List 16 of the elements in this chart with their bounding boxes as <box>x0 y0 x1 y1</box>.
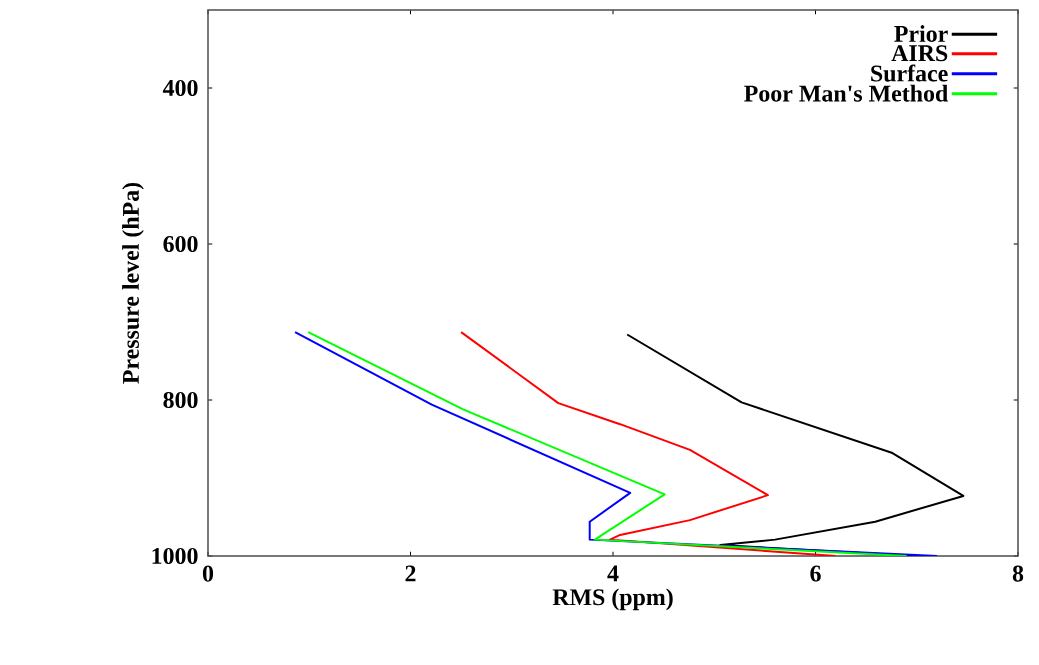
y-tick-label: 600 <box>163 235 198 253</box>
x-tick-label: 6 <box>810 565 821 582</box>
y-tick-label: 400 <box>162 79 198 97</box>
x-tick-label: 0 <box>202 565 214 582</box>
line-series <box>460 331 837 557</box>
x-tick-label: 8 <box>1012 565 1024 582</box>
y-tick-label: 800 <box>163 391 198 409</box>
x-tick-label: 4 <box>607 565 619 582</box>
y-axis-title: Pressure level (hPa) <box>122 182 144 384</box>
legend-label: Surface <box>871 64 948 82</box>
x-axis-title: RMS (ppm) <box>552 588 673 611</box>
legend-label: Poor Man's Method <box>744 84 949 102</box>
x-tick-label: 2 <box>405 565 416 582</box>
legend-label: AIRS <box>891 45 948 62</box>
y-tick-label: 1000 <box>152 547 198 565</box>
legend-label: Prior <box>894 25 948 42</box>
